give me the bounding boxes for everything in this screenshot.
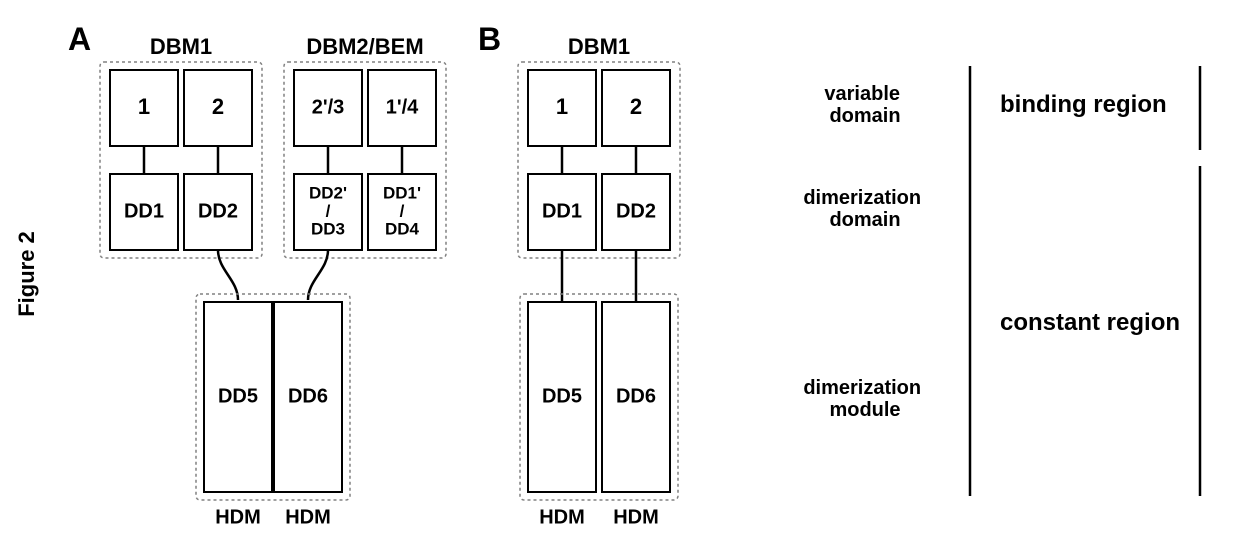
figure-label: Figure 2 bbox=[14, 231, 39, 317]
box-label: DD6 bbox=[616, 385, 656, 407]
panel-letter-a: A bbox=[68, 21, 91, 57]
legend-dimerization-domain: dimerization domain bbox=[803, 187, 926, 231]
hdm-label: HDM bbox=[215, 506, 261, 528]
box-label: 1 bbox=[556, 94, 568, 119]
hdm-label: HDM bbox=[613, 506, 659, 528]
box-label: DD5 bbox=[542, 385, 582, 407]
legend-binding-region: binding region bbox=[1000, 91, 1167, 118]
figure-svg: Figure 2 A DBM1 1 2 DD1 DD2 DBM2/BEM 2'/… bbox=[0, 0, 1240, 548]
box-label: 1 bbox=[138, 94, 150, 119]
hdm-label: HDM bbox=[539, 506, 585, 528]
panel-b-group-dbm1: DBM1 1 2 DD1 DD2 bbox=[518, 34, 680, 258]
panel-a-group-dbm1: DBM1 1 2 DD1 DD2 bbox=[100, 34, 262, 258]
legend-variable-domain: variable domain bbox=[824, 83, 905, 127]
box-label: / bbox=[400, 201, 405, 220]
box-label: 2 bbox=[212, 94, 224, 119]
panel-letter-b: B bbox=[478, 21, 501, 57]
box-label: DD1 bbox=[124, 200, 164, 222]
box-label: DD2 bbox=[198, 200, 238, 222]
box-label: DD5 bbox=[218, 385, 258, 407]
legend-dimerization-module: dimerization module bbox=[803, 377, 926, 421]
panel-a-group-hdm: DD5 DD6 HDM HDM bbox=[196, 294, 350, 528]
group-title: DBM1 bbox=[150, 34, 212, 59]
box-label: DD1' bbox=[383, 183, 421, 202]
connector bbox=[308, 250, 328, 300]
panel-a-group-dbm2: DBM2/BEM 2'/3 1'/4 DD2' / DD3 DD1' / DD4 bbox=[284, 34, 446, 258]
box-label: / bbox=[326, 201, 331, 220]
box-label: DD3 bbox=[311, 219, 345, 238]
panel-b-group-hdm: DD5 DD6 HDM HDM bbox=[520, 294, 678, 528]
diagram-stage: { "figure_label": "Figure 2", "panels": … bbox=[0, 0, 1240, 548]
box-label: 2'/3 bbox=[312, 96, 345, 118]
box-label: DD2' bbox=[309, 183, 347, 202]
legend-constant-region: constant region bbox=[1000, 309, 1180, 336]
group-title: DBM2/BEM bbox=[306, 34, 423, 59]
box-label: DD4 bbox=[385, 219, 420, 238]
legend: variable domain dimerization domain dime… bbox=[803, 66, 1200, 496]
box-label: 1'/4 bbox=[386, 96, 419, 118]
group-title: DBM1 bbox=[568, 34, 630, 59]
box-label: DD1 bbox=[542, 200, 582, 222]
hdm-label: HDM bbox=[285, 506, 331, 528]
box-label: DD6 bbox=[288, 385, 328, 407]
box-label: DD2 bbox=[616, 200, 656, 222]
box-label: 2 bbox=[630, 94, 642, 119]
